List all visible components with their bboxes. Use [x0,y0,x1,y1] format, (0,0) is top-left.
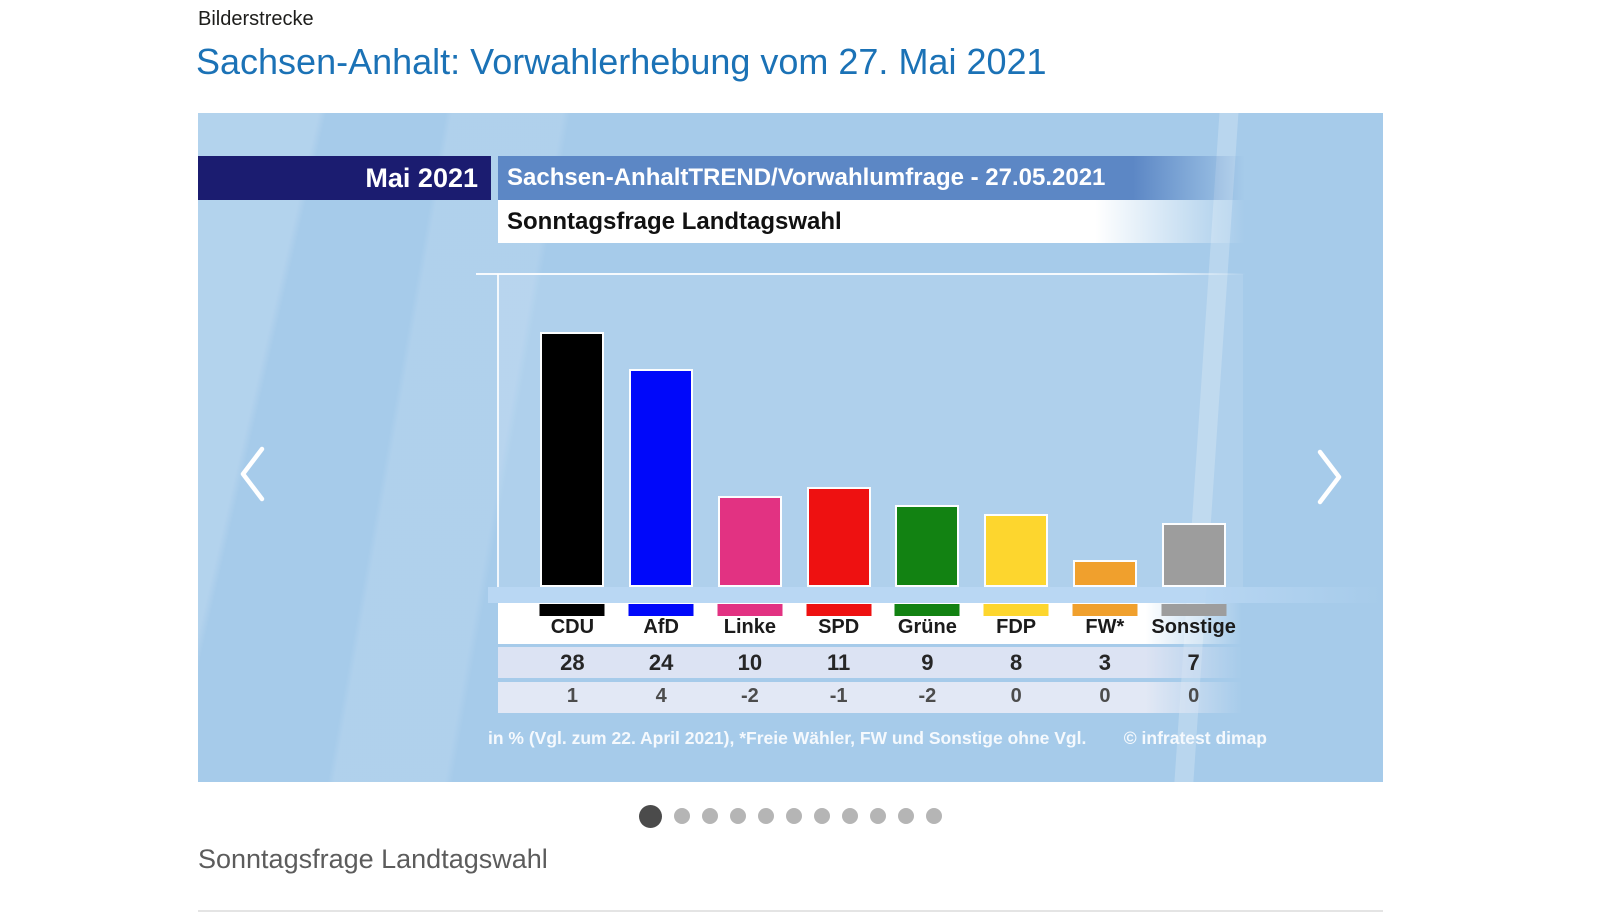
party-column-sonstige: Sonstige 7 0 [1149,113,1238,782]
party-name: Sonstige [1151,616,1236,638]
bar [540,332,605,587]
gallery-kicker: Bilderstrecke [198,8,314,30]
bottom-divider [198,910,1383,912]
plot-top-line [476,273,1246,275]
party-column-fw: FW* 3 0 [1061,113,1150,782]
party-change: 4 [655,685,667,707]
chart-title-bar: Sonntagsfrage Landtagswahl [498,200,1245,243]
party-name: Grüne [897,616,957,638]
bar [629,369,694,587]
party-column-cdu: CDU 28 1 [528,113,617,782]
party-change: 0 [1010,685,1022,707]
party-name: FW* [1085,616,1125,638]
party-change: 0 [1188,685,1200,707]
party-name: AfD [643,616,679,638]
carousel-dot-11[interactable] [926,808,942,824]
chart-date-badge: Mai 2021 [198,156,491,200]
party-value: 3 [1098,650,1111,675]
party-name: SPD [818,616,860,638]
change-row [498,682,1242,713]
carousel-next-button[interactable] [1310,447,1350,509]
party-value: 8 [1010,650,1023,675]
party-color-stub [983,604,1049,616]
party-name: Linke [723,616,776,638]
party-value: 24 [648,650,674,675]
value-row [498,647,1242,678]
carousel-dot-1[interactable] [639,804,662,828]
chevron-left-icon [240,446,265,502]
carousel-dot-10[interactable] [898,808,914,824]
slide-caption: Sonntagsfrage Landtagswahl [198,844,548,874]
party-color-stub [628,604,694,616]
party-change: -2 [740,685,759,707]
carousel-dot-9[interactable] [870,808,886,824]
bar [984,514,1049,587]
party-column-linke: Linke 10 -2 [706,113,795,782]
carousel-dot-8[interactable] [842,808,858,824]
bar [1072,560,1137,587]
baseline-stripe [488,587,1383,603]
carousel-dot-2[interactable] [674,808,690,824]
chart-copyright: © infratest dimap [1123,727,1267,748]
party-value: 11 [826,650,851,675]
plot-left-line [497,274,499,587]
party-column-afd: AfD 24 4 [617,113,706,782]
party-color-stub [1161,604,1227,616]
party-color-stub [894,604,960,616]
carousel-dots [198,800,1383,832]
carousel-dot-3[interactable] [702,808,718,824]
carousel-dot-5[interactable] [758,808,774,824]
party-color-stub [1072,604,1138,616]
party-color-stub [806,604,872,616]
carousel-dot-6[interactable] [786,808,802,824]
party-value: 7 [1187,650,1200,675]
chart-footer: in % (Vgl. zum 22. April 2021), *Freie W… [488,723,1267,753]
party-change: 0 [1099,685,1111,707]
party-column-grne: Grüne 9 -2 [883,113,972,782]
chart-footnote: in % (Vgl. zum 22. April 2021), *Freie W… [488,727,1087,748]
party-value: 10 [737,650,763,675]
carousel-dot-7[interactable] [814,808,830,824]
party-change: 1 [566,685,578,707]
chevron-right-icon [1317,449,1342,505]
plot-panel [499,274,1243,587]
party-value: 9 [921,650,934,675]
party-name: CDU [550,616,595,638]
party-color-stub [717,604,783,616]
party-change: -1 [829,685,848,707]
carousel-dot-4[interactable] [730,808,746,824]
party-column-fdp: FDP 8 0 [972,113,1061,782]
party-column-spd: SPD 11 -1 [794,113,883,782]
party-change: -2 [918,685,937,707]
bar [1161,523,1226,587]
party-color-stub [539,604,605,616]
bar [717,496,782,587]
bar [806,487,871,587]
chart-source-bar: Sachsen-AnhaltTREND/Vorwahlumfrage - 27.… [498,156,1245,200]
bar [895,505,960,587]
carousel-prev-button[interactable] [232,444,272,506]
gallery-slide-chart: Mai 2021 Sachsen-AnhaltTREND/Vorwahlumfr… [198,113,1383,782]
party-value: 28 [560,650,585,675]
party-name: FDP [996,616,1037,638]
page-title: Sachsen-Anhalt: Vorwahlerhebung vom 27. … [196,41,1047,82]
